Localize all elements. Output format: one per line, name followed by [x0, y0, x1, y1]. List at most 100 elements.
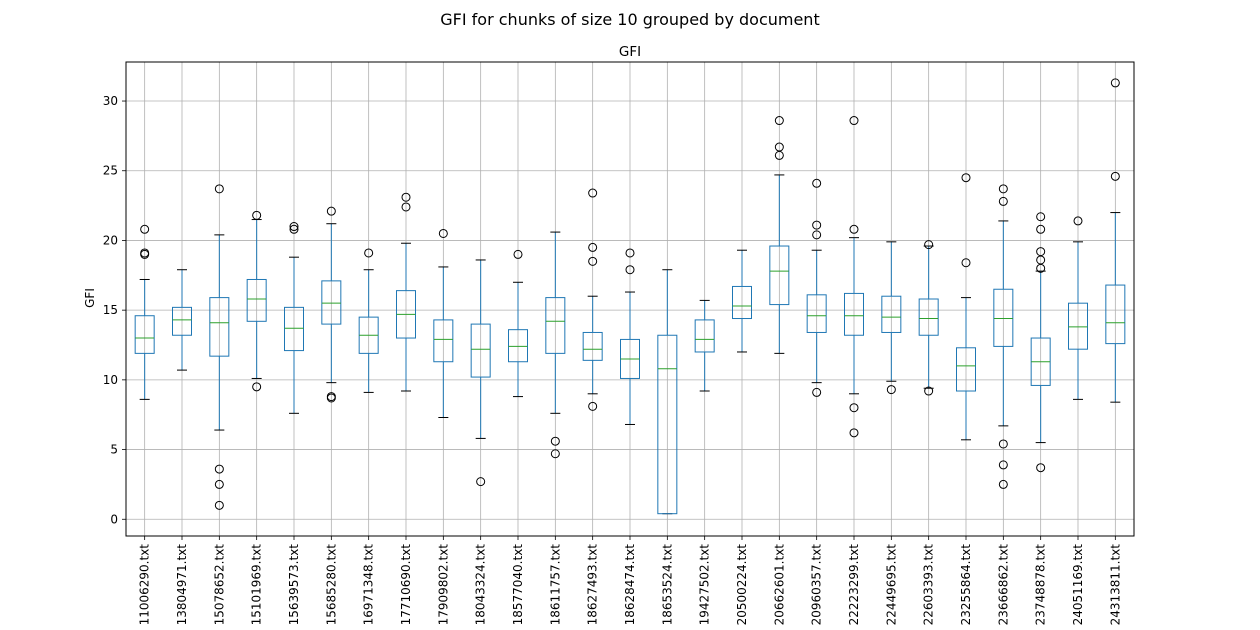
- outlier-point: [812, 387, 822, 397]
- x-tick-label: 11006290.txt: [138, 544, 152, 626]
- x-tick-label: 20662601.txt: [772, 544, 786, 626]
- outlier-point: [1036, 263, 1046, 273]
- x-tick-label: 24051169.txt: [1071, 544, 1085, 626]
- x-tick-label: 15101969.txt: [250, 544, 264, 626]
- outlier-point: [625, 265, 635, 275]
- iqr-box: [582, 331, 603, 361]
- y-axis-label: GFI: [83, 288, 97, 308]
- outlier-point: [998, 196, 1008, 206]
- box-23666862: [993, 184, 1014, 489]
- iqr-box: [881, 295, 902, 333]
- x-tick-label: 18611757.txt: [548, 544, 562, 626]
- box-18577040: [508, 249, 528, 398]
- outlier-point: [625, 248, 635, 258]
- iqr-box: [508, 329, 528, 363]
- outlier-point: [924, 386, 934, 396]
- outlier-point: [812, 220, 822, 230]
- outlier-point: [364, 248, 374, 258]
- box-24313811: [1105, 78, 1126, 403]
- outlier-point: [998, 479, 1008, 489]
- x-tick-label: 18627493.txt: [586, 544, 600, 626]
- outlier-point: [1110, 171, 1120, 181]
- y-tick-label: 15: [103, 303, 118, 317]
- x-tick-label: 15078652.txt: [212, 544, 226, 626]
- x-tick-label: 20500224.txt: [735, 544, 749, 626]
- box-15639573: [284, 222, 304, 414]
- outlier-point: [1036, 224, 1046, 234]
- outlier-point: [812, 230, 822, 240]
- outlier-point: [476, 477, 486, 487]
- x-tick-label: 19427502.txt: [698, 544, 712, 626]
- outlier-point: [961, 258, 971, 268]
- x-tick-label: 16971348.txt: [362, 544, 376, 626]
- outlier-point: [998, 460, 1008, 470]
- box-13804971: [172, 269, 192, 371]
- iqr-box: [470, 323, 491, 378]
- box-18043324: [470, 259, 491, 487]
- outlier-point: [998, 439, 1008, 449]
- box-layer: [134, 78, 1126, 515]
- x-tick-label: 18628474.txt: [623, 544, 637, 626]
- outlier-point: [326, 206, 336, 216]
- outlier-point: [1073, 216, 1083, 226]
- iqr-box: [209, 297, 230, 357]
- outlier-point: [1036, 212, 1046, 222]
- box-22449695: [881, 241, 902, 395]
- x-tick-label: 18653524.txt: [660, 544, 674, 626]
- x-tick-label: 15639573.txt: [287, 544, 301, 626]
- box-17710690: [396, 192, 416, 392]
- x-tick-label: 23748878.txt: [1034, 544, 1048, 626]
- outlier-point: [588, 242, 598, 252]
- outlier-point: [214, 500, 224, 510]
- outlier-point: [588, 188, 598, 198]
- outlier-point: [1036, 463, 1046, 473]
- iqr-box: [321, 280, 342, 325]
- outlier-point: [140, 224, 150, 234]
- outlier-point: [849, 224, 859, 234]
- box-18627493: [582, 188, 603, 411]
- outlier-point: [550, 449, 560, 459]
- iqr-box: [918, 298, 939, 336]
- outlier-point: [998, 184, 1008, 194]
- iqr-box: [284, 306, 304, 352]
- box-15101969: [246, 210, 267, 392]
- outlier-point: [214, 184, 224, 194]
- x-tick-label: 15685280.txt: [324, 544, 338, 626]
- plot-area-frame: [125, 61, 1135, 537]
- iqr-box: [1105, 284, 1126, 345]
- outlier-point: [252, 210, 262, 220]
- x-tick-label: 17909802.txt: [436, 544, 450, 626]
- outlier-point: [1110, 78, 1120, 88]
- outlier-point: [401, 202, 411, 212]
- iqr-box: [844, 292, 864, 336]
- outlier-point: [289, 224, 299, 234]
- iqr-box: [993, 288, 1014, 347]
- box-18628474: [620, 248, 640, 425]
- box-23748878: [1030, 212, 1051, 473]
- x-tick-label: 24313811.txt: [1108, 544, 1122, 626]
- outlier-point: [849, 428, 859, 438]
- outlier-point: [774, 116, 784, 126]
- outlier-point: [401, 192, 411, 202]
- figure-suptitle: GFI for chunks of size 10 grouped by doc…: [440, 10, 819, 29]
- box-24051169: [1068, 216, 1088, 400]
- iqr-box: [134, 315, 155, 354]
- outlier-point: [214, 464, 224, 474]
- box-16971348: [358, 248, 379, 393]
- box-19427502: [694, 299, 715, 392]
- x-tick-label: 13804971.txt: [175, 544, 189, 626]
- outlier-point: [438, 228, 448, 238]
- box-20500224: [732, 249, 752, 353]
- outlier-point: [588, 256, 598, 266]
- x-tick-label: 22603393.txt: [922, 544, 936, 626]
- y-tick-label: 30: [103, 94, 118, 108]
- iqr-box: [694, 319, 715, 353]
- iqr-box: [433, 319, 454, 363]
- box-18611757: [545, 231, 566, 459]
- outlier-point: [588, 401, 598, 411]
- x-tick-label: 22449695.txt: [884, 544, 898, 626]
- outlier-point: [214, 479, 224, 489]
- iqr-box: [172, 306, 192, 336]
- box-20960357: [806, 178, 827, 397]
